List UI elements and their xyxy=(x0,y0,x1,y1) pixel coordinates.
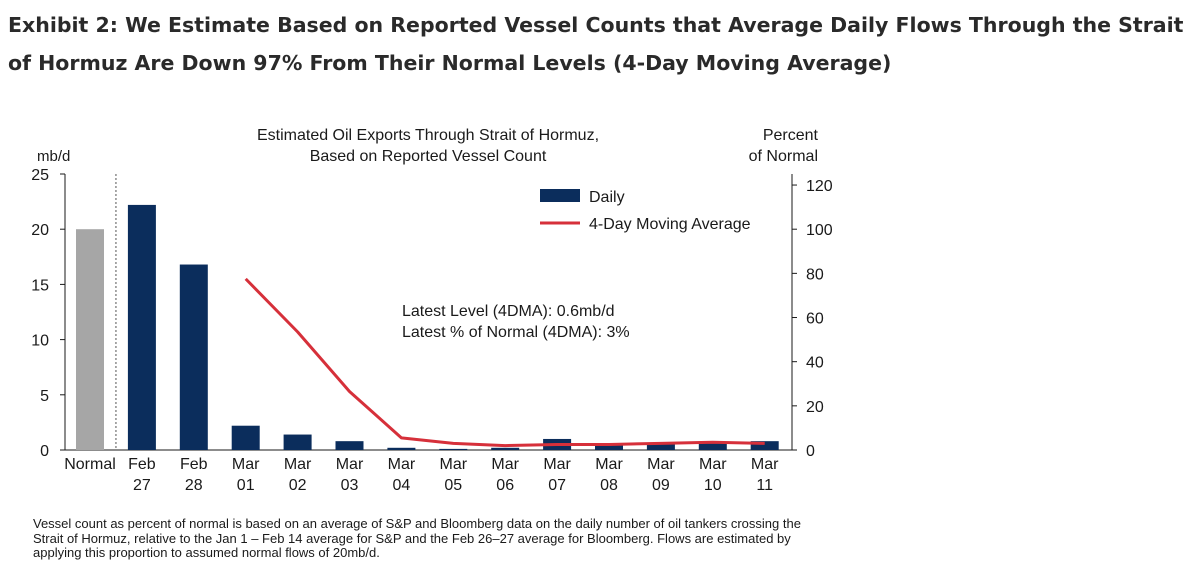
right-axis: 0 20 40 60 80 100 120 xyxy=(791,174,833,460)
x-tick-label: Mar xyxy=(595,456,623,473)
annotation-text: Latest % of Normal (4DMA): 3% xyxy=(402,324,630,341)
x-tick-label: Mar xyxy=(543,456,571,473)
bar-daily xyxy=(127,204,156,450)
bar-daily xyxy=(698,442,727,450)
right-axis-tick-label: 60 xyxy=(806,311,824,328)
x-tick-label: 01 xyxy=(237,477,255,494)
x-tick-label: 06 xyxy=(496,477,514,494)
x-tick-label: Mar xyxy=(491,456,519,473)
left-axis-tick-label: 10 xyxy=(31,333,49,350)
left-axis-tick-label: 25 xyxy=(31,167,49,184)
x-tick-label: Mar xyxy=(232,456,260,473)
annotations: Latest Level (4DMA): 0.6mb/d Latest % of … xyxy=(402,303,630,341)
left-axis-tick-label: 5 xyxy=(40,388,49,405)
x-tick-label: 03 xyxy=(341,477,359,494)
bar-normal xyxy=(76,229,104,450)
left-axis-tick-label: 0 xyxy=(40,443,49,460)
legend-label: Daily xyxy=(589,189,625,206)
bar-daily xyxy=(491,447,520,450)
bar-daily xyxy=(335,441,364,450)
x-tick-label: Mar xyxy=(699,456,727,473)
annotation-text: Latest Level (4DMA): 0.6mb/d xyxy=(402,303,615,320)
left-axis-unit-label: mb/d xyxy=(37,148,70,165)
x-tick-label: Mar xyxy=(284,456,312,473)
right-axis-tick-label: 100 xyxy=(806,222,833,239)
right-axis-tick-label: 80 xyxy=(806,266,824,283)
x-tick-label: Feb xyxy=(128,456,156,473)
right-axis-tick-label: 20 xyxy=(806,399,824,416)
bar-daily xyxy=(646,443,675,450)
x-tick-label: 08 xyxy=(600,477,618,494)
legend: Daily 4-Day Moving Average xyxy=(540,189,751,233)
bar-daily xyxy=(595,444,623,450)
right-axis-tick-label: 40 xyxy=(806,355,824,372)
line-4-day-moving-average xyxy=(244,277,765,448)
right-axis-tick-label: 120 xyxy=(806,178,833,195)
x-tick-label: 28 xyxy=(185,477,203,494)
legend-swatch-daily xyxy=(540,189,580,202)
x-tick-label: 05 xyxy=(444,477,462,494)
right-axis-unit-label: Percent xyxy=(763,127,819,144)
x-tick-label: 07 xyxy=(548,477,566,494)
x-tick-label: 02 xyxy=(289,477,307,494)
chart-title-line: Based on Reported Vessel Count xyxy=(310,148,547,165)
bar-daily xyxy=(179,264,208,450)
x-tick-label: Mar xyxy=(336,456,364,473)
bar-daily xyxy=(750,441,779,450)
right-axis-unit-label: of Normal xyxy=(749,148,818,165)
bar-daily xyxy=(387,447,416,450)
x-tick-label: Mar xyxy=(647,456,675,473)
x-tick-label: 04 xyxy=(393,477,411,494)
x-tick-label: Mar xyxy=(388,456,416,473)
legend-label: 4-Day Moving Average xyxy=(589,216,751,233)
x-tick-label: Feb xyxy=(180,456,208,473)
x-tick-label: Normal xyxy=(64,456,116,473)
line-series xyxy=(244,277,765,448)
bar-daily xyxy=(283,434,312,450)
footnote: Vessel count as percent of normal is bas… xyxy=(33,516,801,560)
bar-daily xyxy=(439,448,468,450)
x-tick-label: Mar xyxy=(440,456,468,473)
chart-title: Estimated Oil Exports Through Strait of … xyxy=(257,127,599,165)
exhibit-title: Exhibit 2: We Estimate Based on Reported… xyxy=(8,13,1184,75)
x-tick-label: 10 xyxy=(704,477,722,494)
bar-daily xyxy=(231,425,260,450)
x-tick-label: 27 xyxy=(133,477,151,494)
left-axis-tick-label: 20 xyxy=(31,222,49,239)
left-axis-tick-label: 15 xyxy=(31,277,49,294)
chart-title-line: Estimated Oil Exports Through Strait of … xyxy=(257,127,599,144)
x-tick-label: 11 xyxy=(756,477,773,494)
x-tick-label: 09 xyxy=(652,477,670,494)
right-axis-tick-label: 0 xyxy=(806,443,815,460)
x-axis-labels: Normal Feb 27 Feb 28 Mar 01 Mar 02 Mar 03 Mar 04 Mar 0… xyxy=(64,456,779,494)
axis-labels: mb/d Percent of Normal xyxy=(37,127,819,165)
x-tick-label: Mar xyxy=(751,456,779,473)
